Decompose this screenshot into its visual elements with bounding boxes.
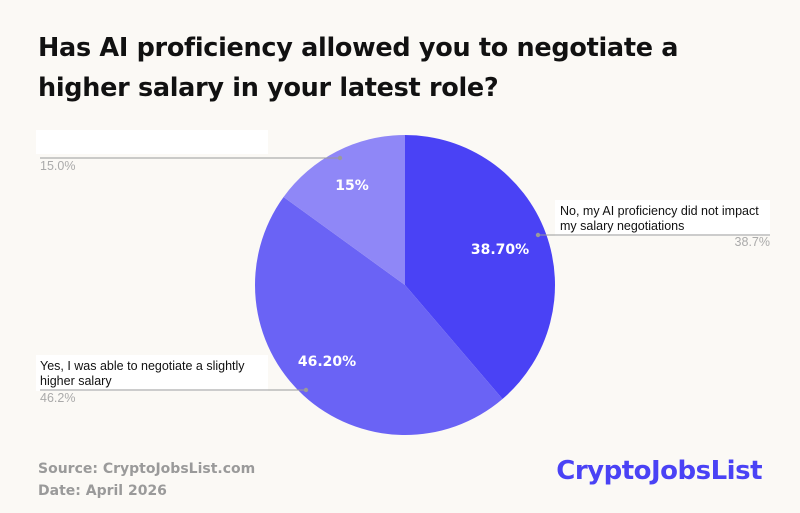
pie-slice-3 [283,135,405,285]
slice-inner-label-2: 46.20% [298,354,356,370]
footer: Source: CryptoJobsList.com Date: April 2… [38,458,255,502]
pie-slice-1 [405,135,555,399]
slice-inner-label-1: 38.70% [471,242,529,258]
slice-label-1-line-1: No, my AI proficiency did not impact [560,204,759,218]
chart-title: Has AI proficiency allowed you to negoti… [38,33,679,103]
inner-labels: 38.70% 46.20% 15% [298,178,529,370]
label-background-3 [36,130,268,154]
slice-label-2-line-2: higher salary [40,374,112,388]
leader-lines [36,130,770,393]
slice-label-1-line-2: my salary negotiations [560,219,684,233]
label-background-2 [36,355,268,391]
source-text: Source: CryptoJobsList.com [38,461,256,477]
leader-dot-3 [337,155,343,161]
pie-slice-2 [254,196,503,436]
leader-dot-1 [535,232,541,238]
brand-logo[interactable]: CryptoJobsList [556,456,762,486]
leader-dot-2 [303,387,309,393]
date-text: Date: April 2026 [38,483,167,499]
label-background-1 [555,200,770,236]
slice-label-2-line-1: Yes, I was able to negotiate a slightly [40,359,245,373]
slice-value-3: 15.0% [40,159,75,173]
pie-slices [254,135,555,436]
slice-value-2: 46.2% [40,391,75,405]
slice-inner-label-3: 15% [335,178,369,194]
slice-value-1: 38.7% [735,235,770,249]
